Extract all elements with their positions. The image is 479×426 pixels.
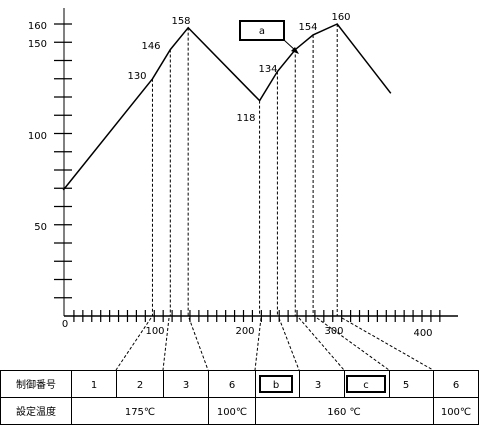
control-number-cell: 6	[229, 380, 235, 391]
peak-label-158: 158	[171, 16, 190, 27]
control-number-cell: 3	[315, 380, 321, 391]
placeholder-b-box	[259, 375, 293, 393]
table-connector-lines	[115, 317, 434, 371]
y-tick-label-160: 160	[28, 21, 47, 32]
control-number-cell: 2	[137, 380, 143, 391]
peak-label-118: 118	[236, 113, 255, 124]
control-number-cell: 1	[91, 380, 97, 391]
y-tick-label-100: 100	[28, 131, 47, 142]
peak-label-130: 130	[127, 71, 146, 82]
set-temperature-cell: 160 ℃	[327, 407, 361, 418]
marker-a-label: a	[259, 26, 265, 37]
x-tick-label-0: 0	[62, 319, 68, 330]
peak-label-146: 146	[141, 41, 160, 52]
x-axis-minor-ticks	[73, 310, 441, 322]
peak-label-160: 160	[331, 12, 350, 23]
y-tick-label-150: 150	[28, 39, 47, 50]
set-temperature-cell: 100℃	[441, 407, 471, 418]
placeholder-c-box	[346, 375, 386, 393]
control-number-header: 制御番号	[16, 378, 56, 391]
peak-label-154: 154	[298, 22, 317, 33]
placeholder-b-label: b	[273, 380, 279, 391]
set-temperature-cell: 175℃	[125, 407, 155, 418]
x-tick-label-400: 400	[413, 328, 432, 339]
set-temperature-cell: 100℃	[217, 407, 247, 418]
control-number-cell: 6	[453, 380, 459, 391]
control-number-cell: 5	[403, 380, 409, 391]
drop-lines	[151, 24, 338, 316]
x-tick-label-100: 100	[145, 326, 164, 337]
y-tick-label-50: 50	[34, 222, 47, 233]
peak-label-134: 134	[258, 64, 277, 75]
y-axis-minor-ticks	[54, 23, 72, 299]
set-temperature-header: 設定温度	[16, 405, 56, 418]
control-number-cell: 3	[183, 380, 189, 391]
placeholder-c-label: c	[363, 380, 369, 391]
marker-a-box	[239, 20, 285, 41]
x-tick-label-300: 300	[324, 326, 343, 337]
temperature-profile-line	[62, 23, 392, 191]
marker-a-arrowhead	[291, 47, 299, 54]
control-table	[0, 370, 479, 425]
x-tick-label-200: 200	[235, 326, 254, 337]
